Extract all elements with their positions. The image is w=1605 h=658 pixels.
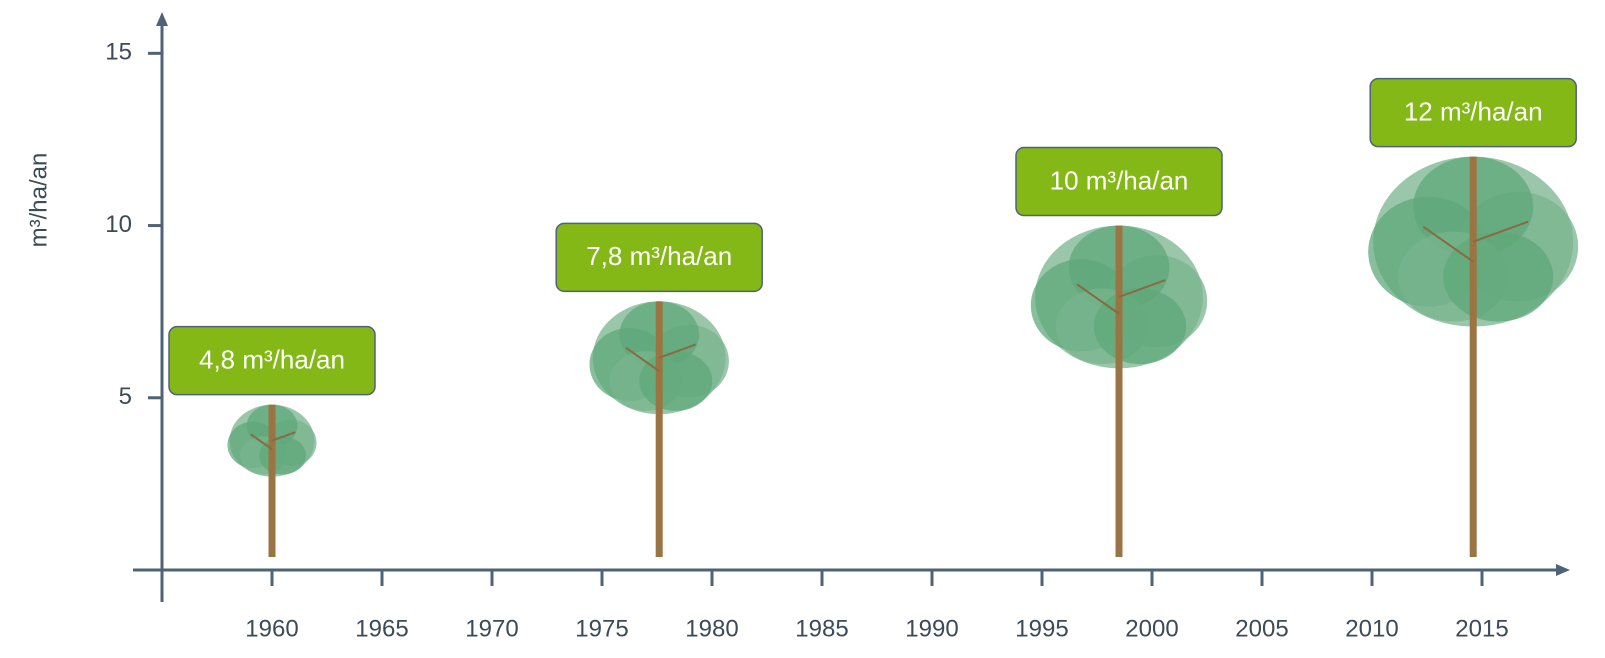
value-label: 7,8 m³/ha/an xyxy=(586,241,732,271)
value-label: 12 m³/ha/an xyxy=(1404,97,1543,127)
x-tick-label: 1960 xyxy=(245,615,298,642)
x-axis-arrow xyxy=(1556,564,1570,576)
tree xyxy=(1368,157,1578,557)
x-tick-label: 2000 xyxy=(1125,615,1178,642)
x-tick-label: 1990 xyxy=(905,615,958,642)
x-tick-label: 1995 xyxy=(1015,615,1068,642)
tree-trunk xyxy=(1470,157,1477,557)
value-label: 10 m³/ha/an xyxy=(1050,165,1189,195)
tree-trunk xyxy=(656,301,663,557)
y-axis-label: m³/ha/an xyxy=(25,153,52,248)
x-tick-label: 1975 xyxy=(575,615,628,642)
x-tick-label: 1965 xyxy=(355,615,408,642)
tree-crown xyxy=(259,436,306,474)
tree xyxy=(1031,226,1207,557)
tree-trunk xyxy=(1116,226,1123,557)
tree-crown xyxy=(1443,232,1553,322)
x-tick-label: 1985 xyxy=(795,615,848,642)
chart: m³/ha/an 5 10 15 1960 1965 1970 1975 1980 1985 19… xyxy=(0,0,1605,658)
tree-trunk xyxy=(269,405,276,557)
value-label: 4,8 m³/ha/an xyxy=(199,345,345,375)
tree xyxy=(227,405,316,557)
x-tick-label: 2010 xyxy=(1345,615,1398,642)
tree-crown xyxy=(1094,289,1186,365)
y-tick-label: 15 xyxy=(105,39,132,66)
x-tick-label: 2015 xyxy=(1455,615,1508,642)
y-tick-label: 5 xyxy=(119,383,132,410)
x-tick-label: 1970 xyxy=(465,615,518,642)
x-tick-label: 1980 xyxy=(685,615,738,642)
y-axis-arrow xyxy=(156,12,168,26)
tree-crown xyxy=(639,351,712,411)
tree xyxy=(589,301,728,557)
y-tick-label: 10 xyxy=(105,211,132,238)
x-tick-label: 2005 xyxy=(1235,615,1288,642)
